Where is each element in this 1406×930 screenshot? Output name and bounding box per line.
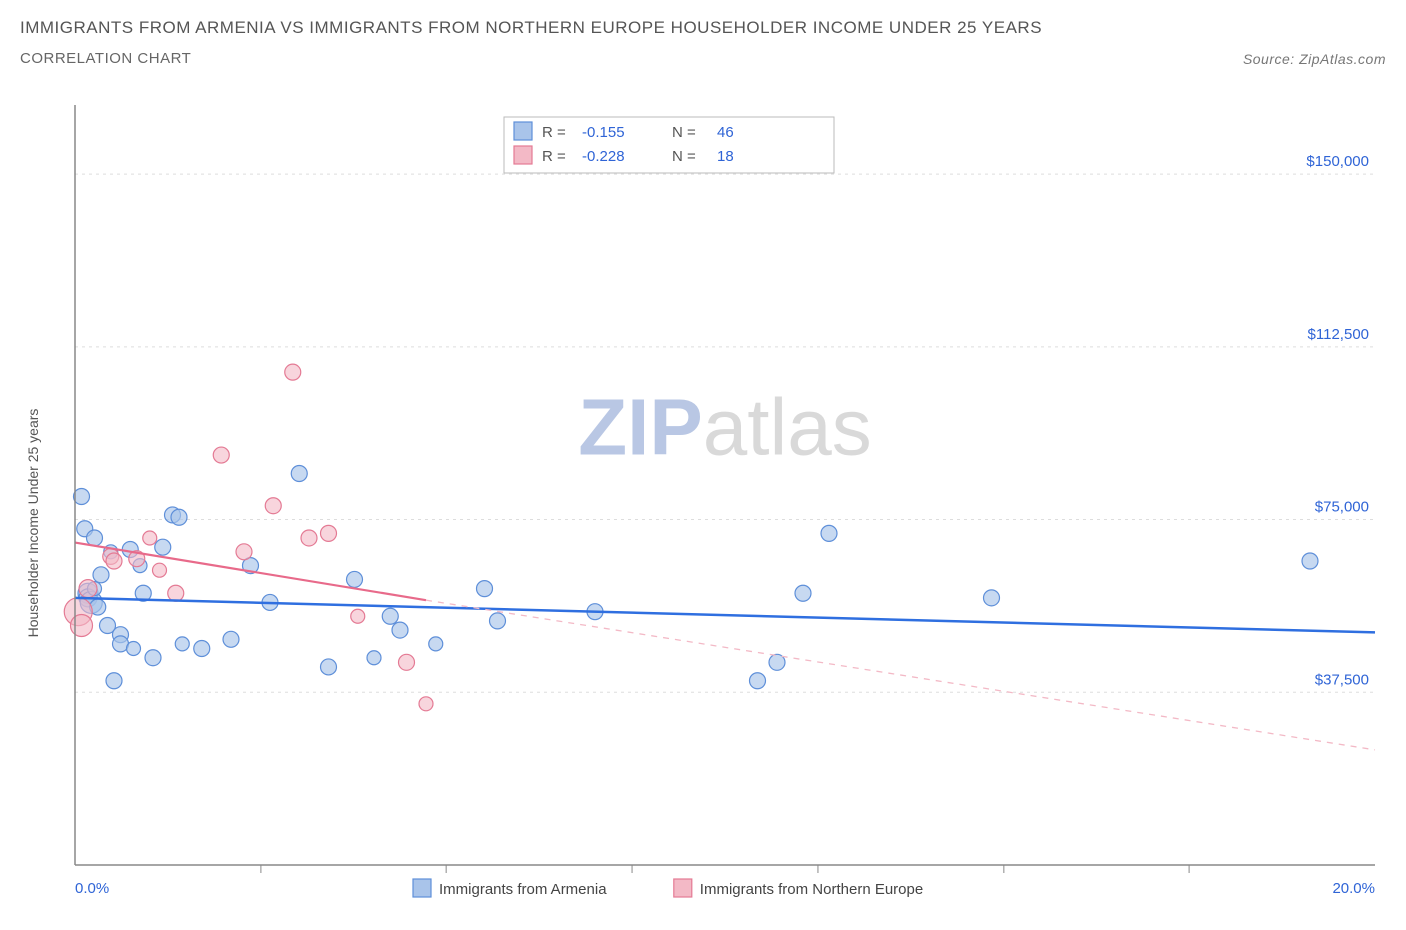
svg-text:$75,000: $75,000 <box>1315 499 1369 516</box>
svg-text:Householder Income Under 25 ye: Householder Income Under 25 years <box>25 409 41 638</box>
svg-text:N =: N = <box>672 148 696 165</box>
svg-text:$37,500: $37,500 <box>1315 671 1369 688</box>
chart-subtitle: CORRELATION CHART <box>20 50 191 67</box>
svg-text:-0.155: -0.155 <box>582 124 625 141</box>
svg-text:46: 46 <box>717 124 734 141</box>
scatter-chart: $37,500$75,000$112,500$150,000ZIPatlas0.… <box>20 95 1386 885</box>
svg-text:$112,500: $112,500 <box>1308 326 1369 343</box>
svg-text:Immigrants from Northern Europ: Immigrants from Northern Europe <box>700 881 923 898</box>
chart-header: IMMIGRANTS FROM ARMENIA VS IMMIGRANTS FR… <box>0 0 1406 67</box>
source-label: Source: ZipAtlas.com <box>1243 51 1386 67</box>
svg-text:20.0%: 20.0% <box>1332 880 1375 897</box>
svg-text:-0.228: -0.228 <box>582 148 625 165</box>
svg-text:18: 18 <box>717 148 734 165</box>
svg-text:R =: R = <box>542 148 566 165</box>
subtitle-row: CORRELATION CHART Source: ZipAtlas.com <box>20 50 1386 67</box>
svg-text:$150,000: $150,000 <box>1306 153 1369 170</box>
svg-text:Immigrants from Armenia: Immigrants from Armenia <box>439 881 607 898</box>
chart-svg: $37,500 $75,000 $112,500 $150,000 ZIPatlas 0.… <box>20 95 1386 925</box>
svg-text:0.0%: 0.0% <box>75 880 109 897</box>
chart-title: IMMIGRANTS FROM ARMENIA VS IMMIGRANTS FR… <box>20 18 1386 38</box>
svg-text:R =: R = <box>542 124 566 141</box>
svg-text:ZIPatlas: ZIPatlas <box>578 383 871 472</box>
svg-text:N =: N = <box>672 124 696 141</box>
